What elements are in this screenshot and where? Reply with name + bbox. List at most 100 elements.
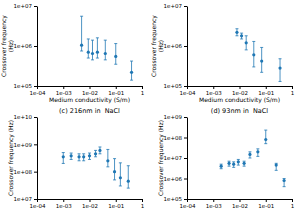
error-cap-high <box>113 158 116 159</box>
error-cap-low <box>94 156 97 157</box>
tick-mark <box>240 199 241 202</box>
tick-label: 1e-03 <box>206 90 222 96</box>
error-bar <box>130 61 133 80</box>
error-line <box>115 44 116 65</box>
error-cap-low <box>279 81 282 82</box>
tick-mark <box>90 199 91 202</box>
error-bar <box>119 163 122 186</box>
tick-label: 1e-03 <box>56 203 72 209</box>
tick: 1e-03 <box>56 199 72 209</box>
tick: 1e-04 <box>30 86 46 96</box>
error-line <box>265 130 266 144</box>
tick-mark <box>116 199 117 202</box>
error-cap-low <box>245 49 248 50</box>
panel: 1e-041e-031e-021e-0111e+051e+061e+071e+0… <box>157 107 294 209</box>
tick: 1 <box>141 199 145 209</box>
tick-label: 1e-01 <box>258 203 274 209</box>
tick-mark <box>34 199 37 200</box>
point <box>278 67 281 70</box>
error-bar <box>252 41 255 66</box>
error-cap-low <box>78 160 81 161</box>
point <box>88 154 91 157</box>
error-bar <box>237 159 240 165</box>
error-bar <box>96 38 99 58</box>
point <box>130 71 133 74</box>
tick-mark <box>34 6 37 7</box>
error-cap-low <box>104 59 107 60</box>
tick-label: 1e-01 <box>258 90 274 96</box>
error-cap-low <box>96 58 99 59</box>
point <box>248 153 251 156</box>
marks <box>80 16 133 80</box>
tick-mark <box>266 86 267 89</box>
tick-label: 1e-02 <box>232 203 248 209</box>
y-axis-title-line: Crossover frequency (Hz) <box>7 120 15 196</box>
axis-line <box>187 118 188 200</box>
error-bar <box>91 40 94 60</box>
error-cap-high <box>87 38 90 39</box>
error-cap-high <box>279 58 282 59</box>
tick-label: 1 <box>291 203 295 209</box>
tick-mark <box>116 86 117 89</box>
tick: 1e-02 <box>82 86 98 96</box>
error-cap-high <box>96 37 99 38</box>
tick-mark <box>34 86 37 87</box>
x-axis-title: Medium conductivity (S/m) <box>199 96 280 104</box>
point <box>77 155 80 158</box>
panel: 1e-041e-031e-021e-0111e+051e+061e+07Medi… <box>0 3 144 104</box>
tick-label: 1 <box>141 90 145 96</box>
tick-label: 1e+09 <box>164 114 183 120</box>
error-cap-low <box>220 168 223 169</box>
error-cap-low <box>114 64 117 65</box>
error-cap-low <box>232 167 235 168</box>
error-bar <box>70 153 73 159</box>
y-axis-title: Crossover frequency (Hz) <box>157 120 165 196</box>
error-cap-high <box>104 40 107 41</box>
tick-label: 1e+06 <box>164 176 183 182</box>
y-axis-title-line: Crossover frequency (Hz) <box>157 120 165 196</box>
error-cap-high <box>248 151 251 152</box>
point <box>282 179 285 182</box>
tick: 1e+07 <box>164 3 188 9</box>
title: (c) 216nm in NaCl <box>59 107 120 115</box>
tick-label: 1e-03 <box>56 90 72 96</box>
tick-mark <box>184 199 187 200</box>
tick-label: 1e+09 <box>14 142 33 148</box>
error-cap-high <box>70 153 73 154</box>
error-line <box>105 40 106 60</box>
tick-mark <box>184 86 187 87</box>
tick-label: 1e-01 <box>108 90 124 96</box>
error-bar <box>260 47 263 72</box>
error-cap-low <box>243 166 246 167</box>
tick-mark <box>184 138 187 139</box>
tick: 1e+05 <box>164 83 188 89</box>
tick: 1e-04 <box>30 199 46 209</box>
error-cap-high <box>283 178 286 179</box>
tick-mark <box>34 46 37 47</box>
error-line <box>107 149 108 166</box>
tick: 1e-01 <box>258 199 274 209</box>
tick-label: 1e-04 <box>30 203 46 209</box>
error-cap-high <box>62 152 65 153</box>
tick: 1e+07 <box>14 196 38 202</box>
error-cap-high <box>78 153 81 154</box>
y-axis: 1e+051e+061e+07 <box>14 3 38 89</box>
tick-mark <box>34 172 37 173</box>
error-line <box>88 39 89 58</box>
error-cap-low <box>240 38 243 39</box>
error-bar <box>127 166 130 188</box>
tick-label: 1e+05 <box>164 196 183 202</box>
tick: 1e+05 <box>14 83 38 89</box>
point <box>94 152 97 155</box>
error-bar <box>78 154 81 161</box>
error-cap-high <box>220 164 223 165</box>
y-axis-title-line: (Hz) <box>157 40 164 52</box>
error-cap-high <box>264 130 267 131</box>
tick: 1e+09 <box>14 142 38 148</box>
tick: 1e-02 <box>232 86 248 96</box>
error-cap-high <box>252 41 255 42</box>
error-bar <box>82 154 85 161</box>
tick: 1e-03 <box>206 86 222 96</box>
tick-label: 1e-01 <box>108 203 124 209</box>
y-axis: 1e+051e+061e+07 <box>164 3 188 89</box>
